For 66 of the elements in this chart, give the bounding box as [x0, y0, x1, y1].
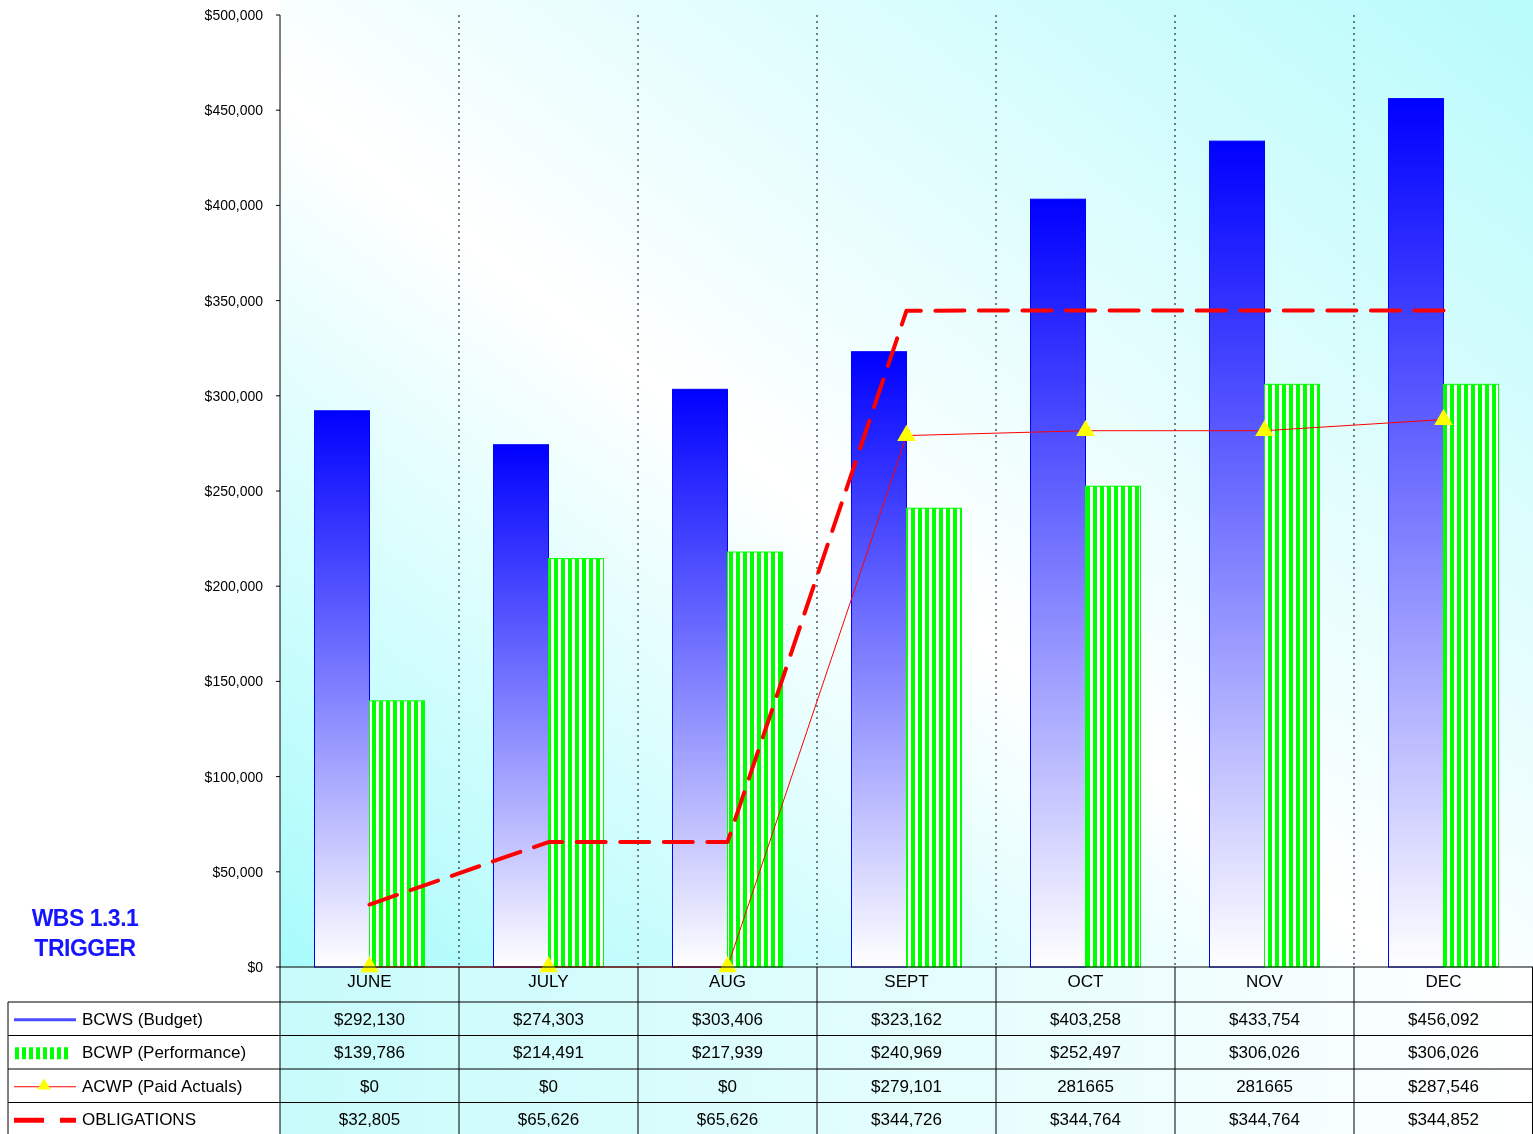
data-label: $214,491: [513, 1043, 584, 1063]
bar: [727, 551, 783, 968]
data-label: $0: [360, 1076, 379, 1096]
legend-label: ACWP (Paid Actuals): [82, 1076, 243, 1096]
data-label: $403,258: [1050, 1009, 1121, 1029]
data-label: $139,786: [334, 1043, 405, 1063]
bar: [1443, 383, 1499, 968]
data-label: $279,101: [871, 1076, 942, 1096]
bar: [1388, 98, 1444, 968]
data-label: $344,726: [871, 1110, 942, 1130]
bar: [1085, 485, 1141, 968]
x-tick-label: JULY: [528, 972, 569, 991]
x-tick-label: JUNE: [347, 972, 392, 991]
data-label: 281665: [1236, 1076, 1293, 1096]
data-label: $344,764: [1050, 1110, 1121, 1130]
data-label: $0: [539, 1076, 558, 1096]
data-label: $0: [718, 1076, 737, 1096]
y-tick-label: $450,000: [204, 102, 264, 119]
y-tick-label: $200,000: [204, 578, 264, 595]
data-label: $306,026: [1408, 1043, 1479, 1063]
data-label: $306,026: [1229, 1043, 1300, 1063]
x-tick-label: DEC: [1425, 972, 1462, 991]
data-label: $433,754: [1229, 1009, 1300, 1029]
y-tick-label: $0: [247, 958, 264, 975]
y-tick-label: $250,000: [204, 482, 264, 499]
y-tick-label: $50,000: [212, 863, 264, 880]
y-tick-label: $350,000: [204, 292, 264, 309]
line-series: [367, 308, 1446, 907]
legend-label: OBLIGATIONS: [82, 1110, 196, 1130]
x-tick-label: OCT: [1067, 972, 1104, 991]
x-tick-label: SEPT: [884, 972, 929, 991]
y-tick-label: $150,000: [204, 673, 264, 690]
data-label: $240,969: [871, 1043, 942, 1063]
bar: [906, 507, 962, 968]
data-label: $65,626: [696, 1110, 759, 1130]
data-label: $303,406: [692, 1009, 763, 1029]
x-tick-label: AUG: [709, 972, 746, 991]
y-tick-label: $400,000: [204, 197, 264, 214]
data-label: $287,546: [1408, 1076, 1479, 1096]
data-label: $65,626: [517, 1110, 580, 1130]
bar: [672, 388, 728, 968]
bar: [493, 444, 549, 968]
bar: [1209, 140, 1265, 968]
data-label: $292,130: [334, 1009, 405, 1029]
bar: [314, 410, 370, 968]
data-label: $274,303: [513, 1009, 584, 1029]
bar: [1030, 198, 1086, 968]
y-tick-label: $300,000: [204, 387, 264, 404]
data-label: $456,092: [1408, 1009, 1479, 1029]
text: WBS 1.3.1 TRIGGER: [30, 904, 140, 963]
bar: [851, 351, 907, 968]
y-tick-label: $500,000: [204, 6, 264, 23]
data-label: $323,162: [871, 1009, 942, 1029]
data-label: $344,852: [1408, 1110, 1479, 1130]
bar: [369, 700, 425, 968]
bar: [1264, 383, 1320, 968]
data-label: $252,497: [1050, 1043, 1121, 1063]
legend-label: BCWP (Performance): [82, 1043, 247, 1063]
y-tick-label: $100,000: [204, 768, 264, 785]
data-label: $32,805: [338, 1110, 401, 1130]
data-label: 281665: [1057, 1076, 1114, 1096]
data-label: $217,939: [692, 1043, 763, 1063]
x-tick-label: NOV: [1246, 972, 1284, 991]
legend-label: BCWS (Budget): [82, 1009, 203, 1029]
data-label: $344,764: [1229, 1110, 1300, 1130]
bar: [548, 558, 604, 968]
